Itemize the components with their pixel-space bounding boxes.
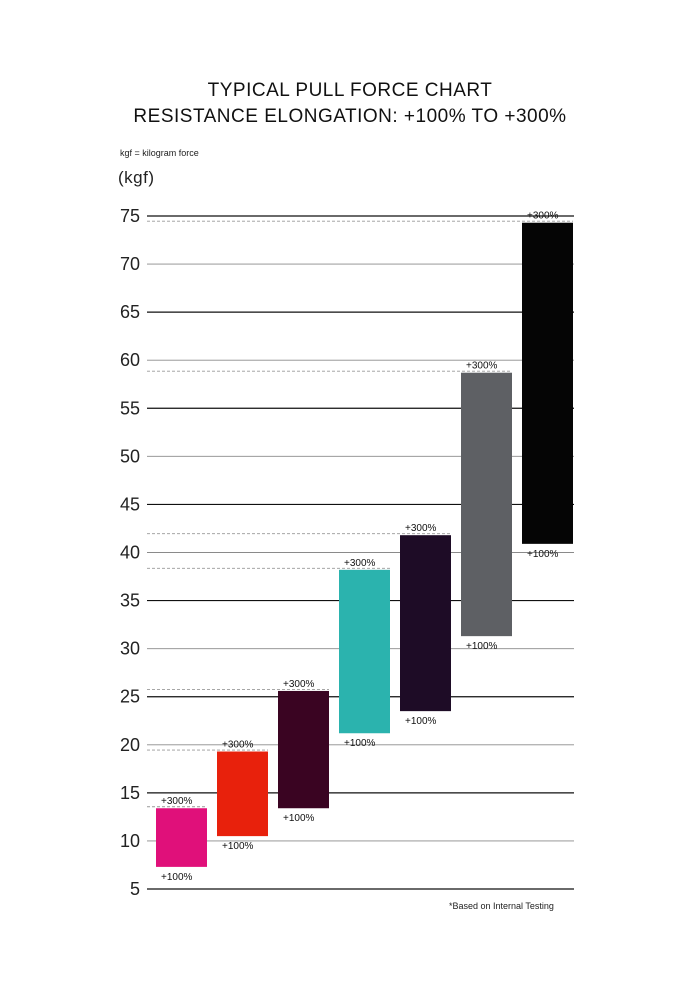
y-tick-label-20: 20 [120, 735, 140, 755]
chart-subtitle: RESISTANCE ELONGATION: +100% TO +300% [133, 106, 567, 127]
bar-3-high-label: +300% [283, 679, 315, 690]
bar-4-low-label: +100% [344, 738, 376, 749]
bar-2 [217, 751, 268, 837]
bar-4 [339, 569, 390, 734]
bar-5 [400, 535, 451, 712]
bar-1-high-label: +300% [161, 796, 193, 807]
y-axis-label: (kgf) [118, 168, 155, 187]
y-tick-label-65: 65 [120, 302, 140, 322]
bar-1 [156, 808, 207, 867]
y-tick-label-10: 10 [120, 831, 140, 851]
bar-1-low-label: +100% [161, 872, 193, 883]
y-tick-label-45: 45 [120, 494, 140, 514]
bar-4-high-label: +300% [344, 558, 376, 569]
y-tick-label-30: 30 [120, 639, 140, 659]
bar-7-high-label: +300% [527, 211, 559, 222]
y-tick-label-55: 55 [120, 398, 140, 418]
bar-6 [461, 372, 512, 637]
y-tick-label-5: 5 [130, 879, 140, 899]
y-tick-label-70: 70 [120, 254, 140, 274]
bar-7 [522, 222, 573, 544]
bar-5-high-label: +300% [405, 523, 437, 534]
bar-3 [278, 690, 329, 809]
bar-3-low-label: +100% [283, 813, 315, 824]
y-tick-label-35: 35 [120, 591, 140, 611]
chart-title: TYPICAL PULL FORCE CHART [207, 80, 493, 101]
y-tick-label-25: 25 [120, 687, 140, 707]
unit-note: kgf = kilogram force [120, 148, 199, 158]
bar-6-high-label: +300% [466, 361, 498, 372]
bar-5-low-label: +100% [405, 716, 437, 727]
bar-6-low-label: +100% [466, 641, 498, 652]
y-tick-label-50: 50 [120, 446, 140, 466]
bar-2-low-label: +100% [222, 841, 254, 852]
y-tick-label-75: 75 [120, 206, 140, 226]
y-tick-label-15: 15 [120, 783, 140, 803]
y-tick-label-60: 60 [120, 350, 140, 370]
bar-7-low-label: +100% [527, 549, 559, 560]
footnote: *Based on Internal Testing [449, 901, 554, 911]
bar-2-high-label: +300% [222, 740, 254, 751]
y-tick-label-40: 40 [120, 543, 140, 563]
